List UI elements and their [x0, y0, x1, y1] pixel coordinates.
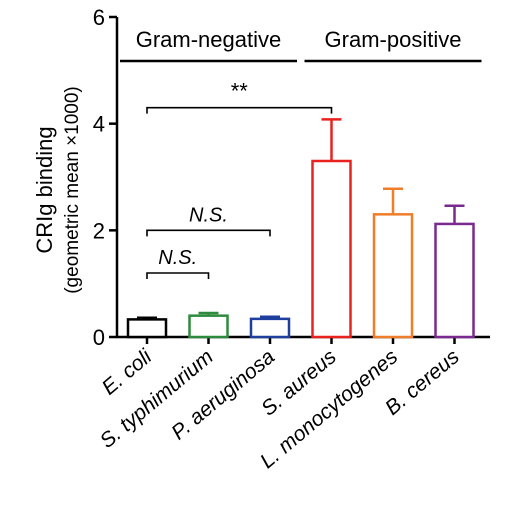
bar	[434, 222, 475, 339]
significance-label: N.S.	[158, 247, 197, 269]
bar	[372, 213, 414, 339]
group-labels: Gram-negative Gram-positive	[120, 27, 482, 63]
significance-bracket	[146, 229, 271, 237]
significance-brackets: ** N.S. N.S.	[146, 79, 333, 279]
y-tick-label: 4	[93, 112, 105, 137]
significance-label: **	[231, 79, 249, 104]
bars	[126, 118, 475, 339]
significance-bracket	[146, 272, 210, 279]
y-axis-label: CRIg binding (geometric mean ×1000)	[32, 86, 83, 294]
significance-label: N.S.	[189, 204, 228, 226]
y-tick-label: 6	[93, 5, 105, 30]
group-label: Gram-positive	[325, 27, 462, 52]
bar	[249, 317, 291, 339]
y-axis-label-line1: CRIg binding	[32, 126, 57, 253]
axes: 0 2 4 6	[93, 5, 490, 350]
y-axis-label-line2: (geometric mean ×1000)	[62, 86, 83, 294]
y-tick-label: 0	[93, 325, 105, 350]
group-label: Gram-negative	[136, 27, 282, 52]
bar	[188, 314, 229, 339]
bar	[126, 318, 168, 339]
bar	[311, 159, 352, 339]
significance-bracket	[146, 106, 333, 114]
y-tick-label: 2	[93, 218, 105, 243]
